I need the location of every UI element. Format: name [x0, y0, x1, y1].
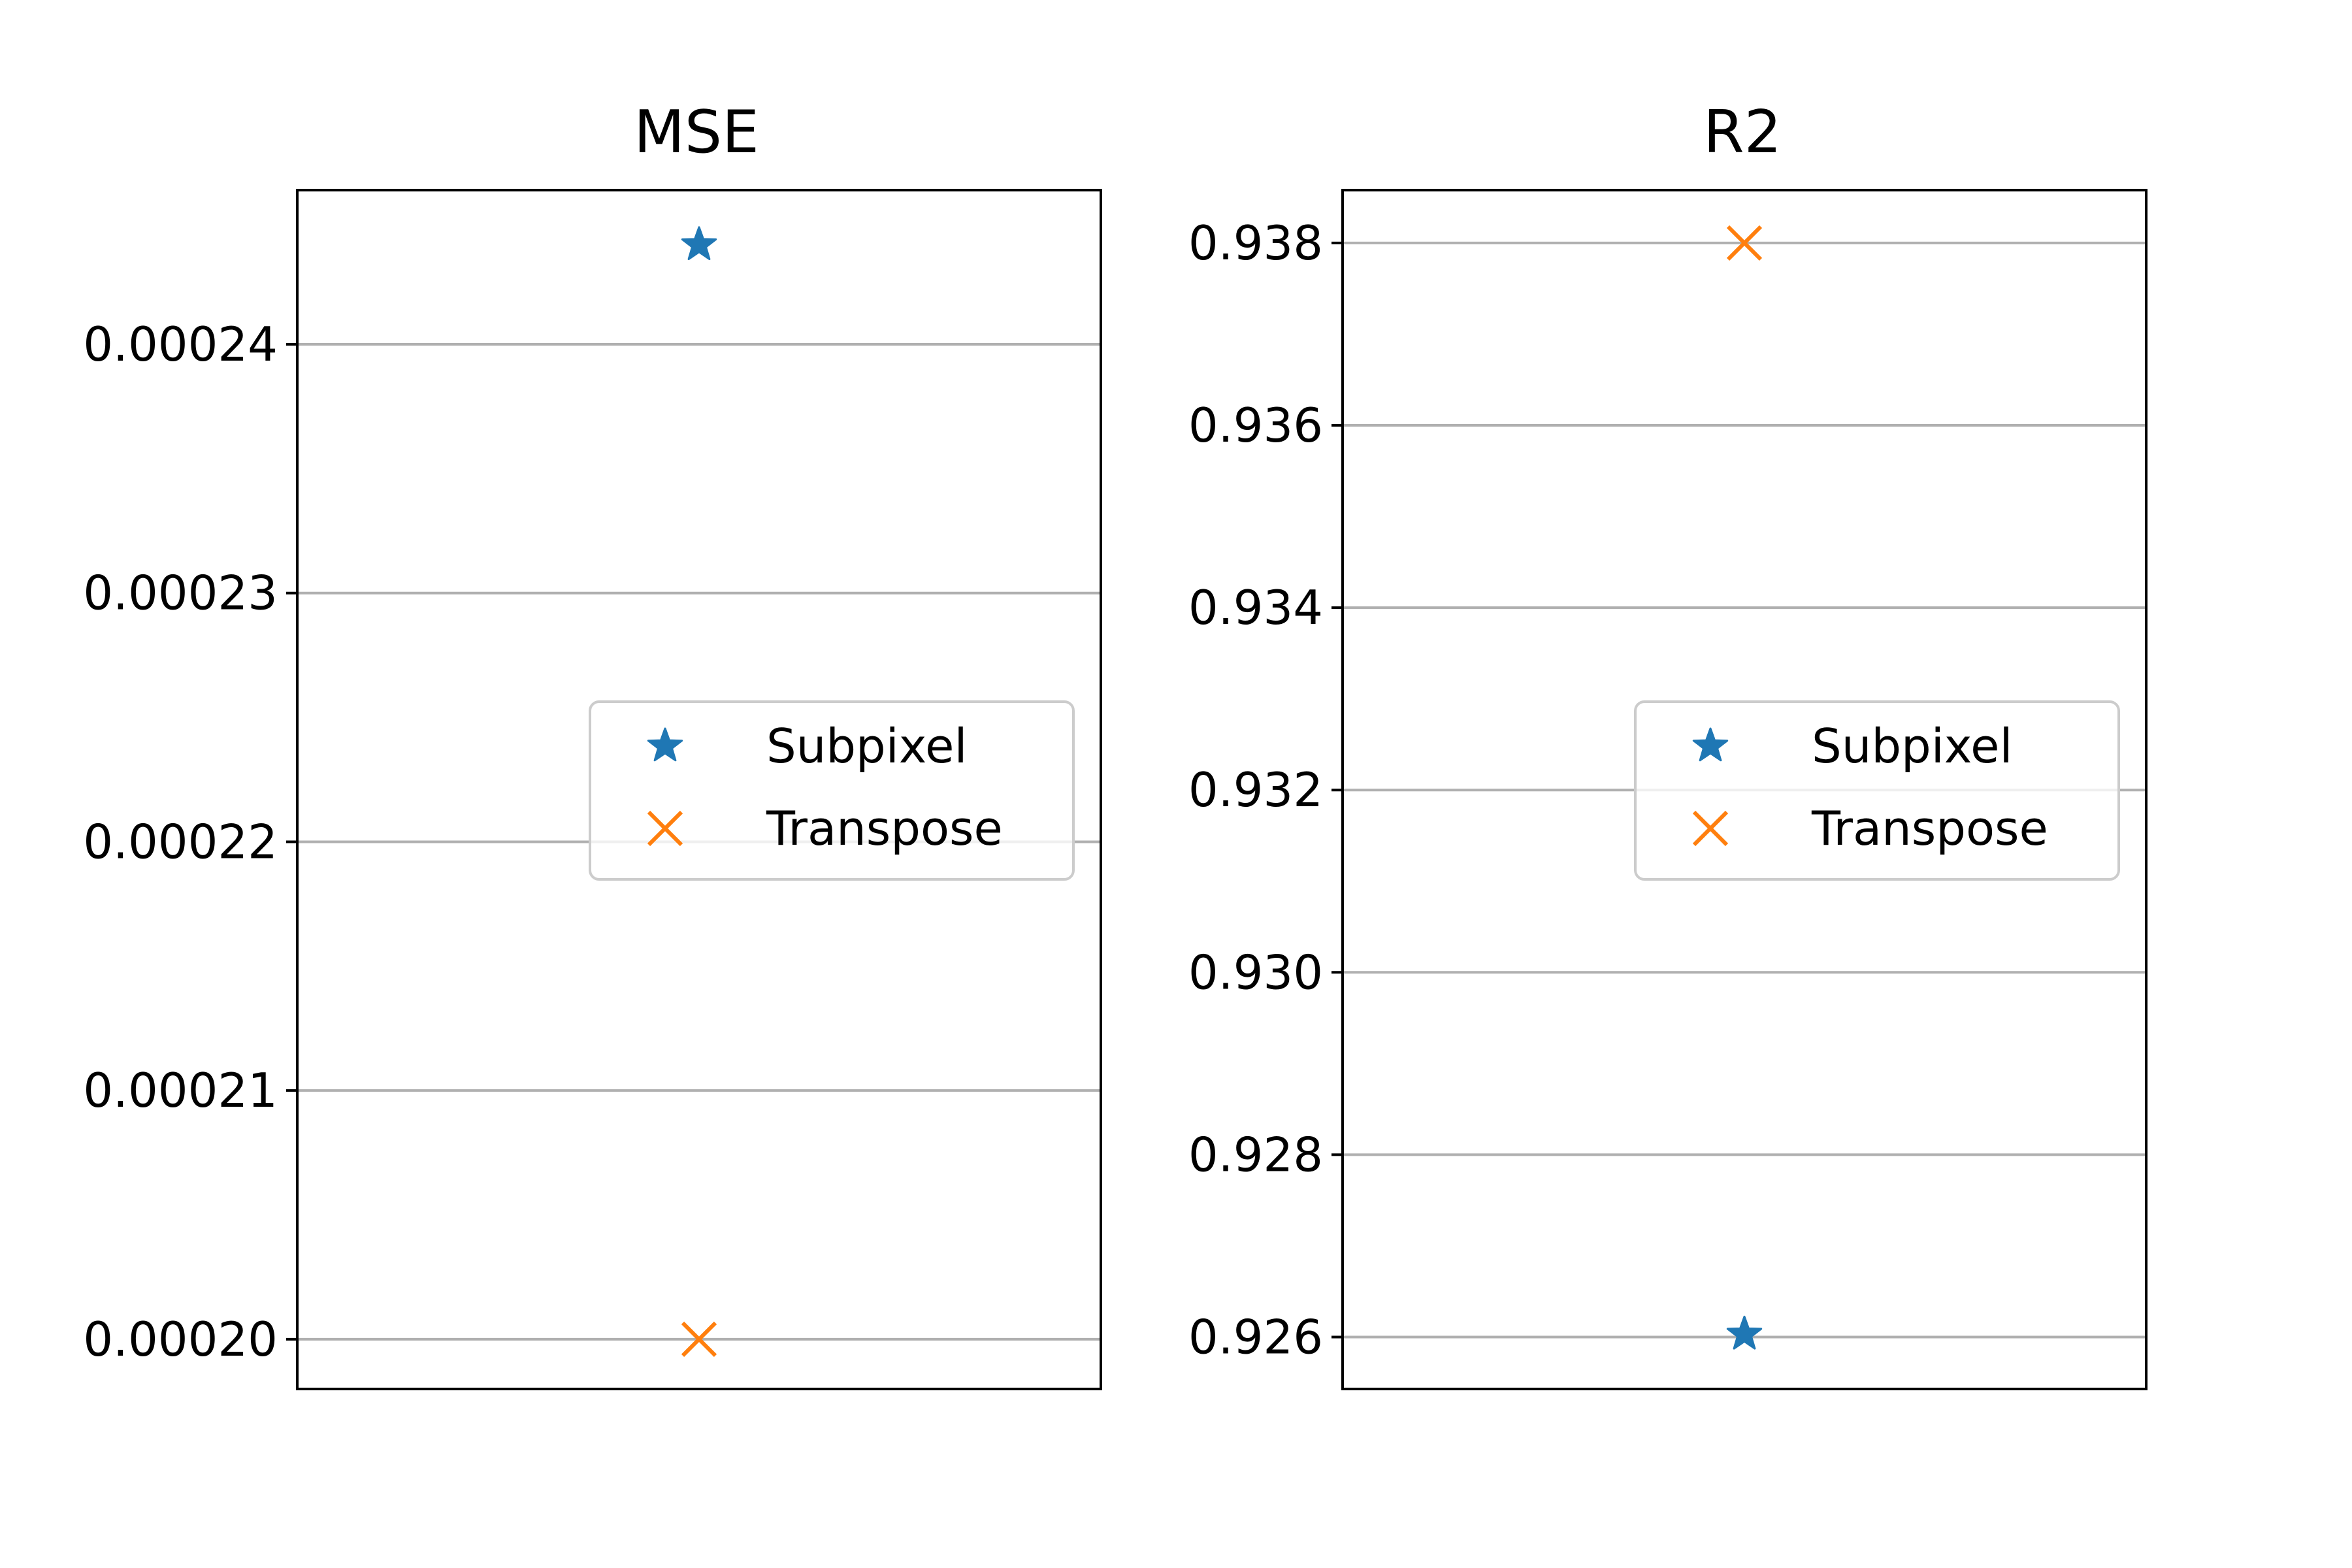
mse-panel-title: MSE	[634, 98, 759, 167]
mse-legend-label-transpose: Transpose	[766, 801, 1003, 856]
mse-y-tick-label: 0.00022	[83, 814, 278, 869]
r2-legend-box	[1634, 700, 2120, 881]
mse-plot-frame	[296, 189, 1102, 1390]
r2-y-tick-label: 0.938	[1188, 216, 1323, 270]
mse-legend: Subpixel Transpose	[589, 700, 1075, 881]
r2-legend-glyph-subpixel	[1692, 727, 1729, 762]
mse-point-subpixel	[681, 226, 717, 261]
mse-y-tick-label: 0.00024	[83, 317, 278, 372]
r2-y-tick-label: 0.928	[1188, 1127, 1323, 1182]
r2-legend-marker-transpose	[1692, 810, 1729, 847]
r2-y-tick-label: 0.936	[1188, 398, 1323, 453]
r2-panel: R2 0.926 0.928 0.930 0.932 0.934 0.936 0.938 S…	[1188, 98, 2148, 1390]
mse-y-tick-label: 0.00023	[83, 566, 278, 621]
mse-panel: MSE 0.000200.000210.000220.000230.00024 …	[83, 98, 1102, 1390]
r2-plot-frame	[1341, 189, 2148, 1390]
r2-data-marks	[1726, 225, 1763, 1350]
r2-y-axis: 0.926 0.928 0.930 0.932 0.934 0.936 0.938	[1188, 216, 1343, 1364]
mse-legend-label-subpixel: Subpixel	[766, 719, 967, 774]
r2-legend: Subpixel Transpose	[1634, 700, 2120, 881]
r2-legend-glyph-transpose	[1692, 810, 1729, 847]
mse-y-tick-label: 0.00020	[83, 1312, 278, 1367]
r2-panel-title: R2	[1703, 98, 1782, 167]
r2-y-tick-label: 0.932	[1188, 762, 1323, 817]
r2-y-tick-label: 0.934	[1188, 580, 1323, 635]
mse-legend-marker-subpixel	[647, 727, 683, 762]
r2-point-transpose	[1726, 225, 1763, 261]
r2-legend-label-transpose: Transpose	[1811, 801, 2048, 856]
mse-legend-glyph-transpose	[647, 810, 683, 847]
mse-legend-box	[589, 700, 1075, 881]
r2-y-tick-label: 0.930	[1188, 945, 1323, 1000]
r2-legend-marker-subpixel	[1692, 727, 1729, 762]
r2-y-tick-label: 0.926	[1188, 1309, 1323, 1364]
mse-y-axis: 0.00020 0.00021 0.00022 0.00023 0.00024	[83, 317, 297, 1367]
mse-data-marks	[681, 226, 717, 1357]
mse-y-tick-label: 0.00021	[83, 1063, 278, 1118]
r2-point-subpixel	[1726, 1315, 1763, 1350]
mse-legend-marker-transpose	[647, 810, 683, 847]
r2-legend-label-subpixel: Subpixel	[1812, 719, 2012, 774]
mse-legend-glyph-subpixel	[647, 727, 683, 762]
mse-point-transpose	[681, 1321, 717, 1357]
